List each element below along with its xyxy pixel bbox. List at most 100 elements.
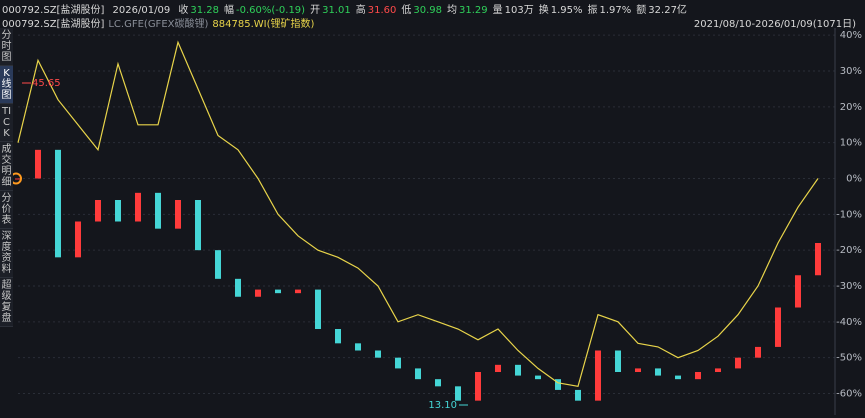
candle (195, 200, 201, 251)
quote-date: 2026/01/09 (112, 5, 171, 16)
quote-label: 低 (401, 5, 412, 16)
quote-value: -0.60%(-0.19) (236, 5, 306, 16)
quote-value: 31.60 (367, 5, 397, 16)
quote-value: 31.29 (459, 5, 488, 16)
side-tabs: 分时图 K线图 TICK 成交明细 分价表 深度资料 超级复盘 (0, 28, 13, 327)
side-tab[interactable]: 成交明细 (0, 142, 13, 191)
y-tick-label: -30% (836, 281, 862, 292)
side-tab[interactable]: 超级复盘 (0, 278, 13, 327)
quote-value: 31.28 (190, 5, 220, 16)
quote-item: 额 32.27亿 (636, 5, 687, 16)
quote-value: 30.98 (413, 5, 442, 16)
annotation: 45.65 (32, 78, 61, 89)
y-tick-label: 40% (840, 30, 862, 41)
candle (515, 364, 521, 376)
quote-value: 1.95% (550, 5, 583, 16)
candle (775, 307, 781, 347)
quote-label: 收 (178, 5, 189, 16)
candle (435, 379, 441, 387)
candle (675, 375, 681, 380)
quote-item: 开 31.01 (310, 5, 351, 16)
candle (715, 368, 721, 372)
y-tick-label: -40% (836, 317, 862, 328)
quote-bar: 000792.SZ[盐湖股份] 2026/01/09 收 31.28 幅 -0.60%… (2, 1, 692, 16)
candle (155, 192, 161, 229)
candle (215, 250, 221, 279)
y-tick-label: 0% (846, 174, 862, 185)
y-tick-label: -10% (836, 209, 862, 220)
candle (355, 343, 361, 351)
y-tick-label: -50% (836, 353, 862, 364)
quote-item: 低 30.98 (401, 5, 442, 16)
candle (395, 357, 401, 369)
candle (695, 372, 701, 380)
candle (375, 350, 381, 358)
y-tick-label: 30% (840, 66, 862, 77)
side-tab[interactable]: 深度资料 (0, 229, 13, 278)
candle (635, 368, 641, 372)
candle (495, 364, 501, 372)
quote-label: 振 (587, 5, 598, 16)
candle (735, 357, 741, 369)
candle (275, 289, 281, 294)
side-tab[interactable]: TICK (0, 104, 13, 142)
candle (135, 192, 141, 222)
candle (15, 178, 21, 180)
quote-label: 开 (310, 5, 321, 16)
legend-entry[interactable]: 884785.WI(锂矿指数) (212, 19, 315, 30)
candle (755, 346, 761, 358)
candle (535, 375, 541, 380)
legend-entry[interactable]: 000792.SZ[盐湖股份] (2, 19, 105, 30)
quote-item: 幅 -0.60%(-0.19) (224, 5, 305, 16)
candle (335, 329, 341, 344)
y-tick-label: -60% (836, 389, 862, 400)
candle (315, 289, 321, 329)
candle (95, 200, 101, 222)
candle (235, 278, 241, 297)
quote-item: 均 31.29 (447, 5, 488, 16)
candle (115, 200, 121, 222)
quote-item: 收 31.28 (178, 5, 219, 16)
annotation: 13.10 (428, 400, 457, 411)
candle (35, 149, 41, 179)
candle (255, 289, 261, 297)
candle (655, 368, 661, 376)
legend-entry[interactable]: LC.GFE(GFEX碳酸锂) (108, 19, 209, 30)
quote-item: 量 103万 (493, 5, 534, 16)
candle (55, 149, 61, 258)
candle (595, 350, 601, 401)
quote-value: 1.97% (599, 5, 632, 16)
candle (615, 350, 621, 372)
candle (75, 221, 81, 258)
y-tick-label: 10% (840, 138, 862, 149)
side-tab[interactable]: 分价表 (0, 191, 13, 229)
candle (555, 379, 561, 390)
series-line (17, 40, 819, 387)
side-tab[interactable]: K线图 (0, 66, 13, 104)
quote-item: 换 1.95% (539, 5, 583, 16)
quote-value: 31.01 (322, 5, 351, 16)
legend: 000792.SZ[盐湖股份] LC.GFE(GFEX碳酸锂) 884785.WI(… (2, 15, 862, 30)
candle (795, 275, 801, 308)
quote-label: 额 (636, 5, 647, 16)
date-range: 2021/08/10-2026/01/09(1071日) (693, 19, 856, 30)
candle (815, 243, 821, 276)
side-tab[interactable]: 分时图 (0, 28, 13, 66)
quote-value: 32.27亿 (648, 5, 687, 16)
quote-item: 振 1.97% (588, 5, 632, 16)
quote-value: 103万 (504, 5, 534, 16)
stock-code: 000792.SZ[盐湖股份] (2, 5, 105, 16)
quote-label: 均 (447, 5, 457, 16)
candle (575, 389, 581, 401)
quote-label: 高 (355, 5, 366, 16)
candle (295, 289, 301, 294)
quote-label: 换 (538, 5, 549, 16)
candle (415, 368, 421, 380)
candle (455, 386, 461, 401)
quote-label: 量 (492, 5, 503, 16)
candle (475, 372, 481, 401)
quote-label: 幅 (224, 5, 235, 16)
candle (175, 200, 181, 229)
